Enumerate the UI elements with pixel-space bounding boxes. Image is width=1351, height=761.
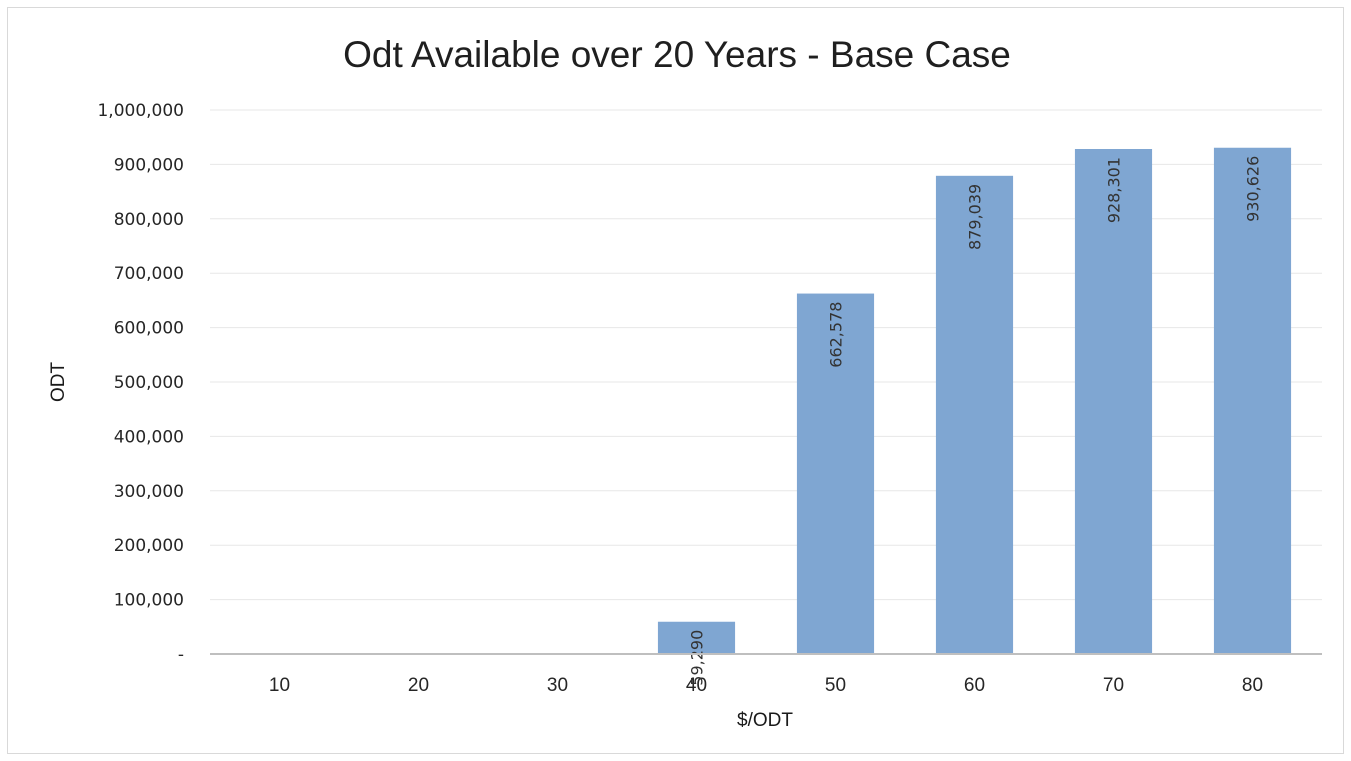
x-tick-label: 40 — [686, 675, 707, 696]
x-tick-label: 80 — [1242, 675, 1263, 696]
data-label: 928,301 — [1105, 157, 1124, 223]
bar — [657, 621, 736, 654]
x-axis-ticks: 10 20 30 40 50 60 70 80 — [269, 675, 1263, 696]
y-tick-label: 100,000 — [114, 591, 184, 611]
y-tick-label: 600,000 — [114, 319, 184, 339]
y-tick-label: 900,000 — [114, 155, 184, 175]
x-tick-label: 10 — [269, 675, 290, 696]
y-tick-label: - — [178, 645, 184, 665]
data-label: 59,290 — [688, 630, 707, 686]
x-axis-title: $/ODT — [737, 710, 793, 731]
y-axis-title: ODT — [48, 362, 69, 403]
bar — [1074, 149, 1153, 654]
data-label: 879,039 — [966, 184, 985, 250]
y-tick-label: 200,000 — [114, 536, 184, 556]
y-tick-label: 300,000 — [114, 482, 184, 502]
data-label: 662,578 — [827, 302, 846, 368]
bar — [935, 175, 1014, 654]
data-labels: 59,290 662,578 879,039 928,301 930,626 — [688, 156, 1263, 686]
x-tick-label: 50 — [825, 675, 846, 696]
x-tick-label: 60 — [964, 675, 985, 696]
bar — [796, 293, 875, 654]
y-tick-label: 800,000 — [114, 210, 184, 230]
chart-title: Odt Available over 20 Years - Base Case — [343, 34, 1011, 75]
x-tick-label: 20 — [408, 675, 429, 696]
x-tick-label: 30 — [547, 675, 568, 696]
gridlines — [210, 109, 1322, 601]
bars — [657, 147, 1292, 655]
y-tick-label: 700,000 — [114, 264, 184, 284]
y-tick-label: 400,000 — [114, 427, 184, 447]
y-tick-label: 500,000 — [114, 373, 184, 393]
data-label: 930,626 — [1244, 156, 1263, 222]
y-tick-label: 1,000,000 — [97, 101, 184, 121]
y-axis-ticks: - 100,000 200,000 300,000 400,000 500,000 600,… — [97, 101, 184, 665]
bar — [1213, 147, 1292, 655]
x-tick-label: 70 — [1103, 675, 1124, 696]
